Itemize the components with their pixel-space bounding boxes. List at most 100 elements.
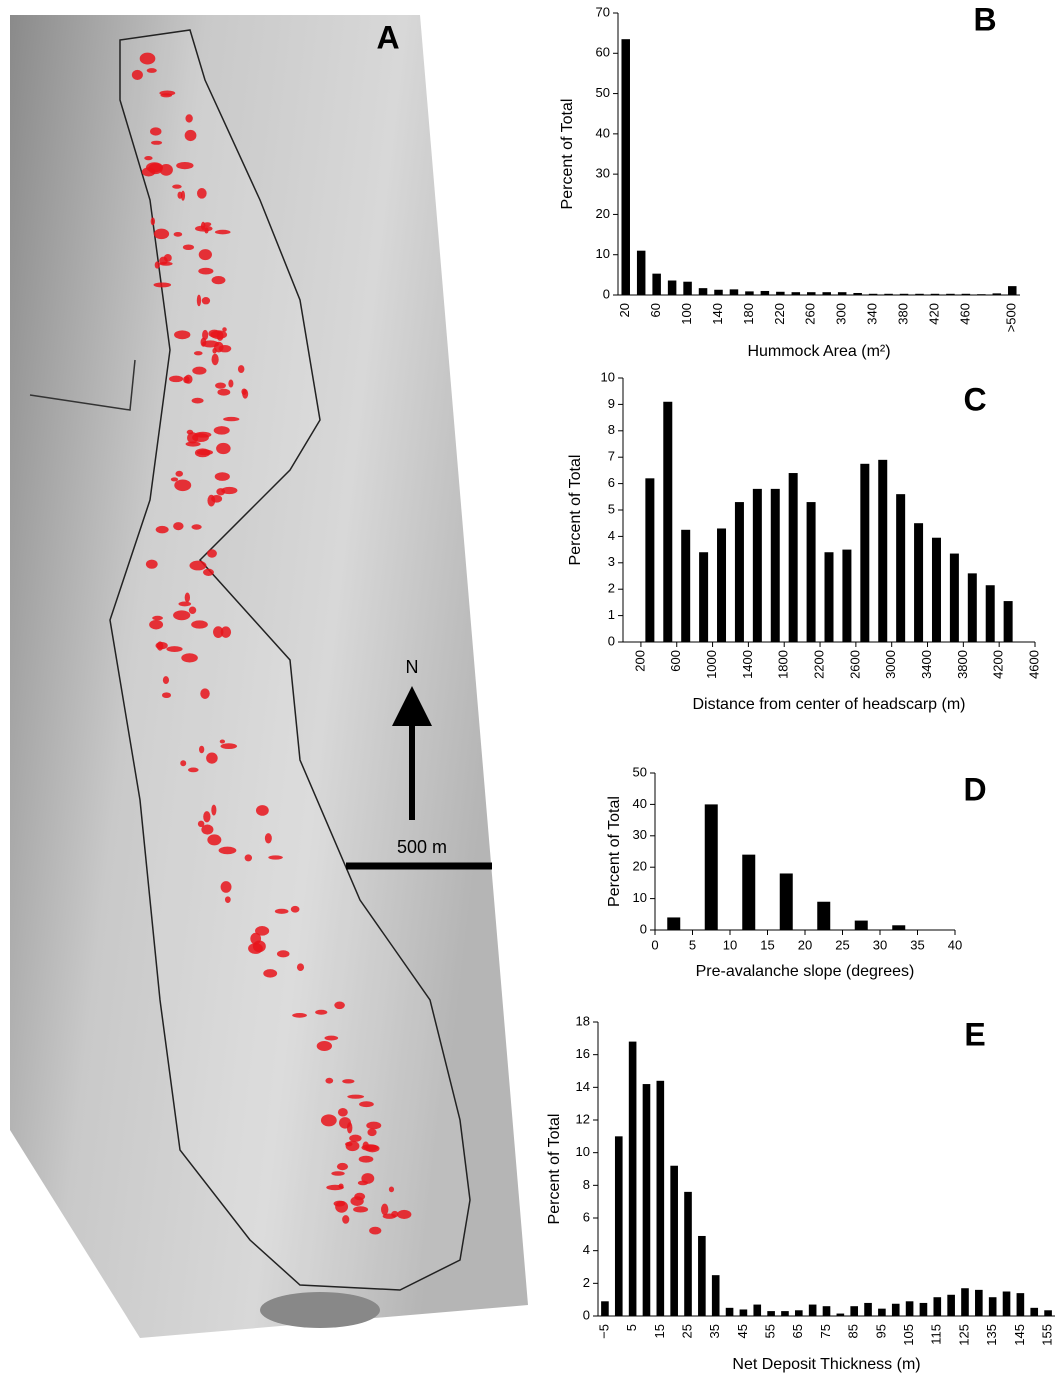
x-tick-label: 20 [798,937,812,952]
bar [985,585,995,642]
x-tick-label: 3800 [955,650,970,679]
y-tick-label: 3 [608,554,615,569]
panel-label: D [963,771,986,807]
hummock [250,932,262,945]
hummock [333,1200,346,1207]
hummock [182,244,195,251]
bar [878,1308,886,1316]
hummock [326,1184,344,1191]
x-tick-label: 75 [818,1324,833,1338]
hummock [173,522,184,531]
bar [683,281,692,295]
hummock [202,329,209,341]
bar [704,804,718,930]
hummock [223,416,240,422]
deposit-outline [109,29,471,1291]
y-tick-label: 2 [608,581,615,596]
hummock [315,1009,328,1015]
x-tick-label: 5 [689,937,696,952]
hummock [149,619,164,630]
hummock [188,606,197,615]
hummock [196,449,214,456]
hummock [154,261,160,269]
hummock [150,127,162,136]
bar [711,1275,720,1316]
x-tick-label: 1000 [704,650,719,679]
bar [652,273,661,295]
y-tick-label: 10 [596,246,610,261]
hummock [342,1215,350,1224]
x-tick-label: 4200 [991,650,1006,679]
hummock [224,896,231,903]
y-tick-label: 8 [583,1177,590,1192]
hummock [159,261,173,266]
bar [734,502,744,642]
hummock [169,375,184,383]
panel-label: B [973,1,996,37]
y-tick-label: 7 [608,449,615,464]
hummock [334,1001,345,1010]
hummock [156,641,164,651]
bar [864,1302,872,1316]
hummock [153,282,172,288]
x-tick-label: 25 [835,937,849,952]
hummock [146,68,157,73]
y-tick-label: 0 [583,1307,590,1322]
bar [788,473,798,642]
hummock [369,1226,382,1235]
hummock [268,855,283,860]
hummock [162,692,172,699]
hummock [215,382,226,389]
y-tick-label: 10 [576,1144,590,1159]
bar [1003,601,1013,642]
y-tick-label: 8 [608,422,615,437]
hummock [152,615,163,621]
bar [808,1304,817,1316]
x-tick-label: 145 [1012,1324,1027,1346]
bar [884,293,893,295]
hummock [207,549,217,558]
hummock [185,114,193,123]
x-tick-label: 2600 [847,650,862,679]
bar [1044,1310,1052,1316]
hummock [228,379,234,388]
bar [656,1080,665,1316]
hummock [181,653,198,663]
y-tick-label: 20 [596,206,610,221]
bar [915,293,924,295]
bar [992,293,1002,295]
bar [670,1165,678,1316]
hummock [201,296,211,305]
hummock [241,388,247,395]
hummock [204,227,209,234]
hummock [173,610,191,621]
y-tick-label: 9 [608,396,615,411]
x-tick-label: 135 [984,1324,999,1346]
y-tick-label: 60 [596,45,610,60]
bar [946,293,955,295]
bar [714,289,723,295]
y-tick-label: 14 [576,1079,590,1094]
hummock [206,752,218,764]
hummock [213,426,230,435]
hummock [290,905,300,913]
bar [975,1289,983,1316]
bar [699,552,709,642]
hummock [191,620,208,629]
bar [642,1084,651,1316]
bar [860,463,870,642]
x-tick-label: 155 [1040,1324,1055,1346]
x-tick-label: 2200 [811,650,826,679]
hummock [361,1144,379,1152]
hummock [347,1094,365,1099]
bar [752,488,762,642]
hummock [367,1128,377,1137]
bar [770,488,780,642]
hummock [381,1203,389,1216]
bar [850,1306,859,1316]
x-tick-label: 125 [956,1324,971,1346]
bar [745,291,754,295]
hummock [173,231,183,237]
y-axis-title: Percent of Total [559,99,576,210]
